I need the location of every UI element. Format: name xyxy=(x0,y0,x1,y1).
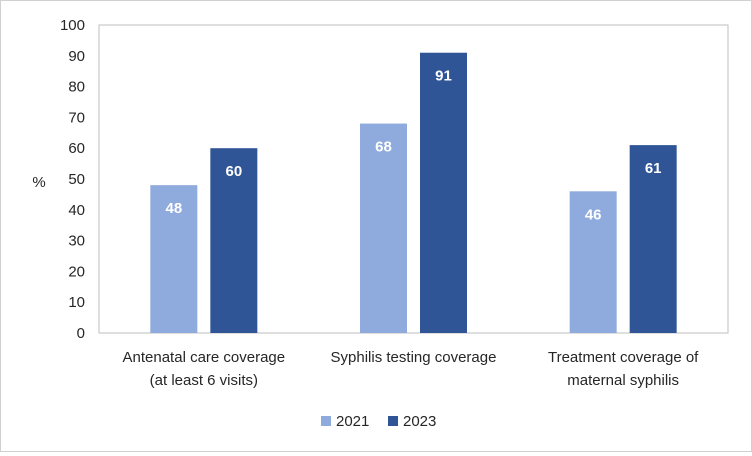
y-axis-label: % xyxy=(32,174,45,191)
legend-swatch-2021 xyxy=(321,416,331,426)
y-tick-label: 0 xyxy=(77,325,85,342)
y-tick-label: 40 xyxy=(68,202,85,219)
category-label: Treatment coverage of xyxy=(548,349,699,366)
plot-area xyxy=(98,24,729,334)
y-tick-label: 20 xyxy=(68,263,85,280)
data-label: 60 xyxy=(225,163,242,180)
bar-2023-1 xyxy=(420,52,467,333)
data-label: 46 xyxy=(585,206,602,223)
legend-label: 2021 xyxy=(336,413,369,430)
data-label: 48 xyxy=(165,200,182,217)
y-tick-label: 50 xyxy=(68,171,85,188)
y-tick-label: 100 xyxy=(60,17,85,34)
bar-2021-0 xyxy=(150,185,198,333)
y-tick-label: 60 xyxy=(68,140,85,157)
category-label: Antenatal care coverage xyxy=(123,349,286,366)
category-label: (at least 6 visits) xyxy=(150,372,258,389)
y-tick-label: 10 xyxy=(68,294,85,311)
y-tick-label: 30 xyxy=(68,233,85,250)
bar-2021-1 xyxy=(360,123,407,333)
y-tick-label: 70 xyxy=(68,109,85,126)
legend: 2021 2023 xyxy=(321,413,436,430)
bar-2021-2 xyxy=(569,191,617,333)
data-label: 61 xyxy=(645,160,662,177)
data-label: 68 xyxy=(375,139,392,156)
category-label: maternal syphilis xyxy=(567,372,679,389)
y-tick-label: 90 xyxy=(68,48,85,65)
category-label: Syphilis testing coverage xyxy=(331,349,497,366)
bar-2023-0 xyxy=(210,148,258,333)
legend-swatch-2023 xyxy=(388,416,398,426)
bar-2023-2 xyxy=(629,145,677,333)
y-tick-label: 80 xyxy=(68,79,85,96)
data-label: 91 xyxy=(435,68,452,85)
legend-label: 2023 xyxy=(403,413,436,430)
